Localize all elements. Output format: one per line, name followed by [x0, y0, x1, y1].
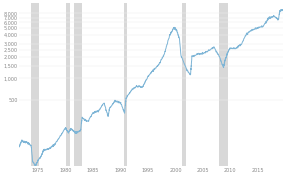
Bar	[65, 4, 70, 166]
Bar	[124, 4, 127, 166]
Bar	[31, 4, 39, 166]
Bar	[74, 4, 82, 166]
Bar	[219, 4, 228, 166]
Bar	[182, 4, 186, 166]
